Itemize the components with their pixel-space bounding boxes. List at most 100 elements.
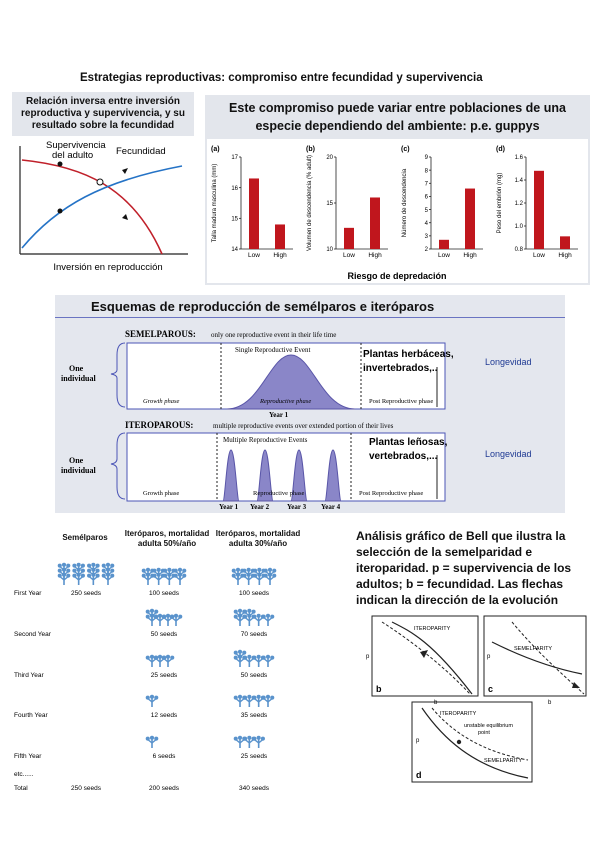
plant-icon: [57, 562, 71, 575]
itero-year3: Year 3: [287, 503, 307, 511]
semel-year1: Year 1: [269, 411, 289, 419]
bell-b-curve-2: [381, 621, 471, 695]
seeds-c2: 12 seeds: [151, 712, 178, 719]
itero-post-phase: Post Reproductive phase: [359, 490, 423, 497]
plant-icon: [233, 608, 247, 621]
guppy-svg: Riesgo de depredación (a) Talla madura ma…: [211, 146, 578, 281]
schemes-divider: [55, 317, 565, 318]
guppy-bar: [465, 188, 475, 249]
bell-graph-b-frame: [371, 615, 479, 697]
guppy-ytick-label: 5: [425, 208, 429, 214]
bell-c-axis-p: p: [487, 654, 491, 660]
page-title: Estrategias reproductivas: compromiso en…: [80, 72, 483, 84]
bell-d-unstable-2: point: [478, 730, 490, 736]
semel-post-phase: Post Reproductive phase: [369, 398, 433, 405]
bell-d-equilibrium: [456, 739, 462, 745]
plant-icon: [87, 562, 100, 575]
itero-event-2: [256, 449, 274, 502]
guppy-bar: [534, 170, 544, 249]
seeds-c3: 70 seeds: [241, 631, 268, 638]
itero-multiple-events: Multiple Reproductive Events: [223, 436, 308, 444]
bell-d-axis-p: p: [416, 738, 420, 744]
bell-svg: ITEROPARITY p b b SEMELPARITY p b c ITER…: [366, 615, 587, 792]
seeds-c2: 100 seeds: [149, 590, 180, 597]
semel-examples-2: invertebrados,..: [363, 363, 438, 374]
guppy-ytick-label: 10: [326, 247, 333, 253]
guppy-xlabel: Riesgo de depredación: [347, 271, 446, 281]
itero-event-1: [222, 449, 240, 502]
bell-c-semelparity: SEMELPARITY: [514, 646, 552, 652]
guppy-ytick-label: 7: [425, 181, 429, 187]
guppy-category-label: Low: [533, 252, 545, 259]
plant-icon: [263, 567, 277, 580]
schemes-panel: Esquemas de reproducción de semélparos e…: [55, 295, 565, 513]
itero-longevity: Longevidad: [485, 449, 532, 459]
bell-c-curve-1: [491, 641, 583, 675]
guppy-bar: [439, 239, 449, 249]
iteroparous-desc: multiple reproductive events over extend…: [213, 422, 394, 430]
guppy-panel-label: (a): [211, 146, 220, 153]
guppy-bar: [249, 178, 259, 249]
seeds-panel: Semélparos Iteróparos, mortalidad adulta…: [10, 525, 315, 800]
plant-icon: [173, 567, 187, 580]
semel-reproduction-curve: [226, 354, 356, 410]
itero-year2: Year 2: [250, 503, 270, 511]
guppy-ylabel: Peso del embrión (mg): [497, 173, 503, 234]
plant-icon: [161, 654, 175, 667]
guppy-bar: [560, 236, 570, 249]
iteroparous-heading: ITEROPAROUS:: [125, 420, 193, 430]
label-survival: Supervivencia: [46, 140, 106, 151]
bell-caption: Análisis gráfico de Bell que ilustra la …: [356, 529, 572, 607]
survival-point: [57, 161, 63, 167]
seeds-row-label: Fifth Year: [14, 753, 42, 760]
bell-b-curve-1: [391, 621, 473, 695]
guppy-ytick-label: 0.8: [515, 247, 524, 253]
guppy-bar: [370, 197, 380, 249]
plant-icon: [233, 694, 247, 707]
guppy-ytick-label: 16: [231, 186, 238, 192]
intersection-point: [96, 178, 104, 186]
guppy-ytick-label: 1.6: [515, 155, 524, 161]
bell-d-curve-2: [431, 707, 529, 761]
seeds-c3: 35 seeds: [241, 712, 268, 719]
guppy-ytick-label: 3: [425, 234, 429, 240]
guppy-ytick-label: 8: [425, 168, 429, 174]
seeds-row-label: Second Year: [14, 631, 52, 638]
guppy-ytick-label: 14: [231, 247, 238, 253]
semel-growth-phase: Growth phase: [143, 398, 180, 405]
tradeoff-plot: Supervivencia del adulto Fecundidad Inve…: [12, 136, 194, 284]
seeds-c1: 250 seeds: [71, 785, 102, 792]
plant-icon: [169, 613, 183, 626]
schemes-svg: SEMELPAROUS: only one reproductive event…: [61, 329, 532, 511]
seeds-c2: 25 seeds: [151, 672, 178, 679]
guppy-category-label: Low: [343, 252, 355, 259]
plant-icon: [242, 567, 255, 580]
guppy-panel-label: (b): [306, 146, 315, 153]
fecundity-point: [57, 208, 63, 214]
seeds-col2-header: Iteróparos, mortalidad adulta 50%/año: [122, 529, 212, 549]
guppy-category-label: High: [368, 252, 382, 259]
guppy-ytick-label: 20: [326, 155, 333, 161]
semel-bracket: [110, 342, 126, 408]
guppy-category-label: High: [558, 252, 572, 259]
bell-c-curve-2: [511, 621, 585, 695]
seeds-col3-line1: Iteróparos, mortalidad: [215, 529, 301, 538]
bell-d-label: d: [416, 770, 422, 780]
seeds-c3: 340 seeds: [239, 785, 270, 792]
label-survival-2: del adulto: [52, 150, 93, 161]
label-fecundity: Fecundidad: [116, 146, 166, 157]
bell-d-iteroparity: ITEROPARITY: [440, 711, 477, 717]
guppy-panel-label: (c): [401, 146, 410, 153]
tradeoff-svg: Supervivencia del adulto Fecundidad Inve…: [19, 140, 188, 273]
guppy-category-label: High: [273, 252, 287, 259]
seeds-row-label: First Year: [14, 590, 42, 597]
semel-longevity: Longevidad: [485, 357, 532, 367]
semel-one: One: [69, 364, 84, 373]
guppy-ytick-label: 15: [326, 201, 333, 207]
plant-icon: [253, 567, 266, 580]
guppy-ytick-label: 4: [425, 221, 429, 227]
itero-one: One: [69, 456, 84, 465]
guppy-ytick-label: 1.4: [515, 178, 524, 184]
bell-d-semelparity: SEMELPARITY: [484, 758, 522, 764]
guppy-ylabel: Número de descendencia: [402, 168, 408, 237]
